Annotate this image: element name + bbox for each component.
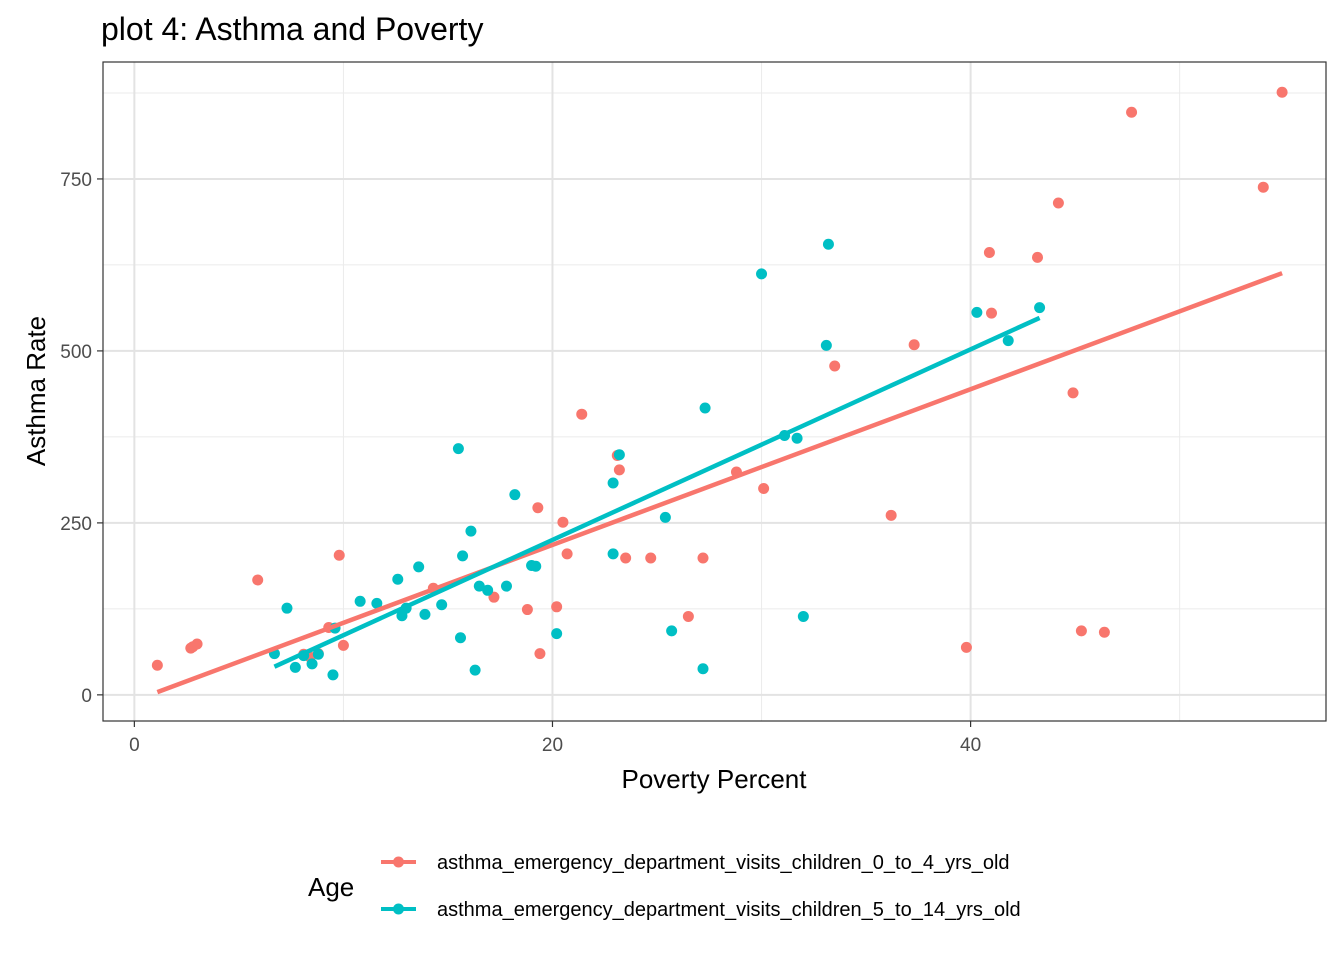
data-point-series-0	[986, 307, 998, 319]
data-point-series-0	[1067, 387, 1079, 399]
data-point-series-0	[1098, 626, 1110, 638]
data-point-series-0	[551, 601, 563, 613]
fit-line-series-1	[273, 315, 1041, 669]
x-tick-label: 40	[960, 735, 981, 756]
data-point-series-1	[413, 561, 425, 573]
legend-label: asthma_emergency_department_visits_child…	[437, 852, 1010, 874]
data-point-series-0	[1075, 625, 1087, 637]
legend-key-dot	[393, 856, 404, 868]
data-points	[151, 86, 1288, 681]
data-point-series-0	[333, 549, 345, 561]
y-tick-label: 500	[60, 342, 92, 363]
data-point-series-1	[306, 658, 318, 670]
data-point-series-0	[1126, 106, 1138, 118]
data-point-series-1	[1002, 335, 1014, 347]
data-point-series-0	[885, 509, 897, 521]
data-point-series-0	[521, 604, 533, 616]
data-point-series-1	[820, 339, 832, 351]
data-point-series-0	[151, 659, 163, 671]
minor-gridlines	[103, 62, 1326, 721]
data-point-series-0	[829, 360, 841, 372]
data-point-series-0	[532, 502, 544, 514]
data-point-series-1	[289, 661, 301, 673]
y-tick-label: 250	[60, 514, 92, 535]
data-point-series-0	[697, 552, 709, 564]
data-point-series-1	[392, 573, 404, 585]
data-point-series-1	[613, 449, 625, 461]
data-point-series-1	[607, 477, 619, 489]
legend-item-5-to-14: asthma_emergency_department_visits_child…	[381, 899, 1021, 921]
legend: Age asthma_emergency_department_visits_c…	[308, 852, 1021, 921]
data-point-series-0	[1276, 86, 1288, 98]
data-point-series-1	[312, 648, 324, 660]
data-point-series-1	[666, 625, 678, 637]
data-point-series-1	[697, 663, 709, 675]
data-point-series-1	[371, 597, 383, 609]
data-point-series-1	[419, 608, 431, 620]
data-point-series-1	[436, 599, 448, 611]
major-gridlines	[103, 62, 1326, 721]
x-axis-title: Poverty Percent	[622, 764, 808, 794]
data-point-series-1	[797, 610, 809, 622]
data-point-series-1	[551, 628, 563, 640]
data-point-series-0	[576, 408, 588, 420]
data-point-series-1	[500, 580, 512, 592]
data-point-series-0	[613, 464, 625, 476]
y-axis: 0 250 500 750	[60, 170, 103, 707]
legend-label: asthma_emergency_department_visits_child…	[437, 899, 1021, 921]
data-point-series-1	[509, 489, 521, 501]
data-point-series-0	[620, 552, 632, 564]
data-point-series-0	[1257, 181, 1269, 193]
data-point-series-1	[482, 584, 494, 596]
data-point-series-0	[908, 339, 920, 351]
data-point-series-0	[557, 516, 569, 528]
legend-title: Age	[308, 872, 354, 902]
plot-panel	[102, 61, 1327, 722]
data-point-series-0	[1052, 197, 1064, 209]
fit-line-series-0	[156, 271, 1283, 695]
data-point-series-1	[354, 595, 366, 607]
x-axis: 0 20 40	[129, 721, 981, 756]
data-point-series-1	[659, 511, 671, 523]
data-point-series-1	[452, 443, 464, 455]
data-point-series-1	[327, 669, 339, 681]
data-point-series-1	[465, 525, 477, 537]
x-tick-label: 20	[542, 735, 563, 756]
data-point-series-0	[534, 648, 546, 660]
data-point-series-1	[469, 664, 481, 676]
fit-lines	[156, 271, 1283, 695]
data-point-series-1	[473, 580, 485, 592]
data-point-series-0	[191, 638, 203, 650]
data-point-series-0	[983, 247, 995, 259]
plot-border	[102, 61, 1327, 722]
x-tick-label: 0	[129, 735, 140, 756]
legend-item-0-to-4: asthma_emergency_department_visits_child…	[381, 852, 1010, 874]
data-point-series-1	[822, 238, 834, 250]
data-point-series-0	[682, 610, 694, 622]
data-point-series-1	[530, 560, 542, 572]
y-axis-title: Asthma Rate	[21, 316, 51, 466]
data-point-series-0	[960, 641, 972, 653]
legend-key-dot	[393, 903, 404, 915]
data-point-series-0	[645, 552, 657, 564]
data-point-series-1	[1034, 302, 1046, 314]
plot-background	[103, 62, 1326, 721]
y-tick-label: 750	[60, 170, 92, 191]
y-tick-label: 0	[81, 686, 92, 707]
data-point-series-1	[457, 550, 469, 562]
data-point-series-0	[758, 482, 770, 494]
data-point-series-0	[1031, 251, 1043, 263]
data-point-series-1	[454, 632, 466, 644]
data-point-series-1	[756, 268, 768, 280]
data-point-series-1	[607, 548, 619, 560]
chart-title: plot 4: Asthma and Poverty	[101, 11, 483, 47]
data-point-series-1	[971, 306, 983, 318]
data-point-series-1	[699, 402, 711, 414]
data-point-series-1	[791, 432, 803, 444]
data-point-series-0	[561, 548, 573, 560]
data-point-series-1	[281, 602, 293, 614]
data-point-series-0	[337, 639, 349, 651]
data-point-series-0	[252, 574, 264, 586]
